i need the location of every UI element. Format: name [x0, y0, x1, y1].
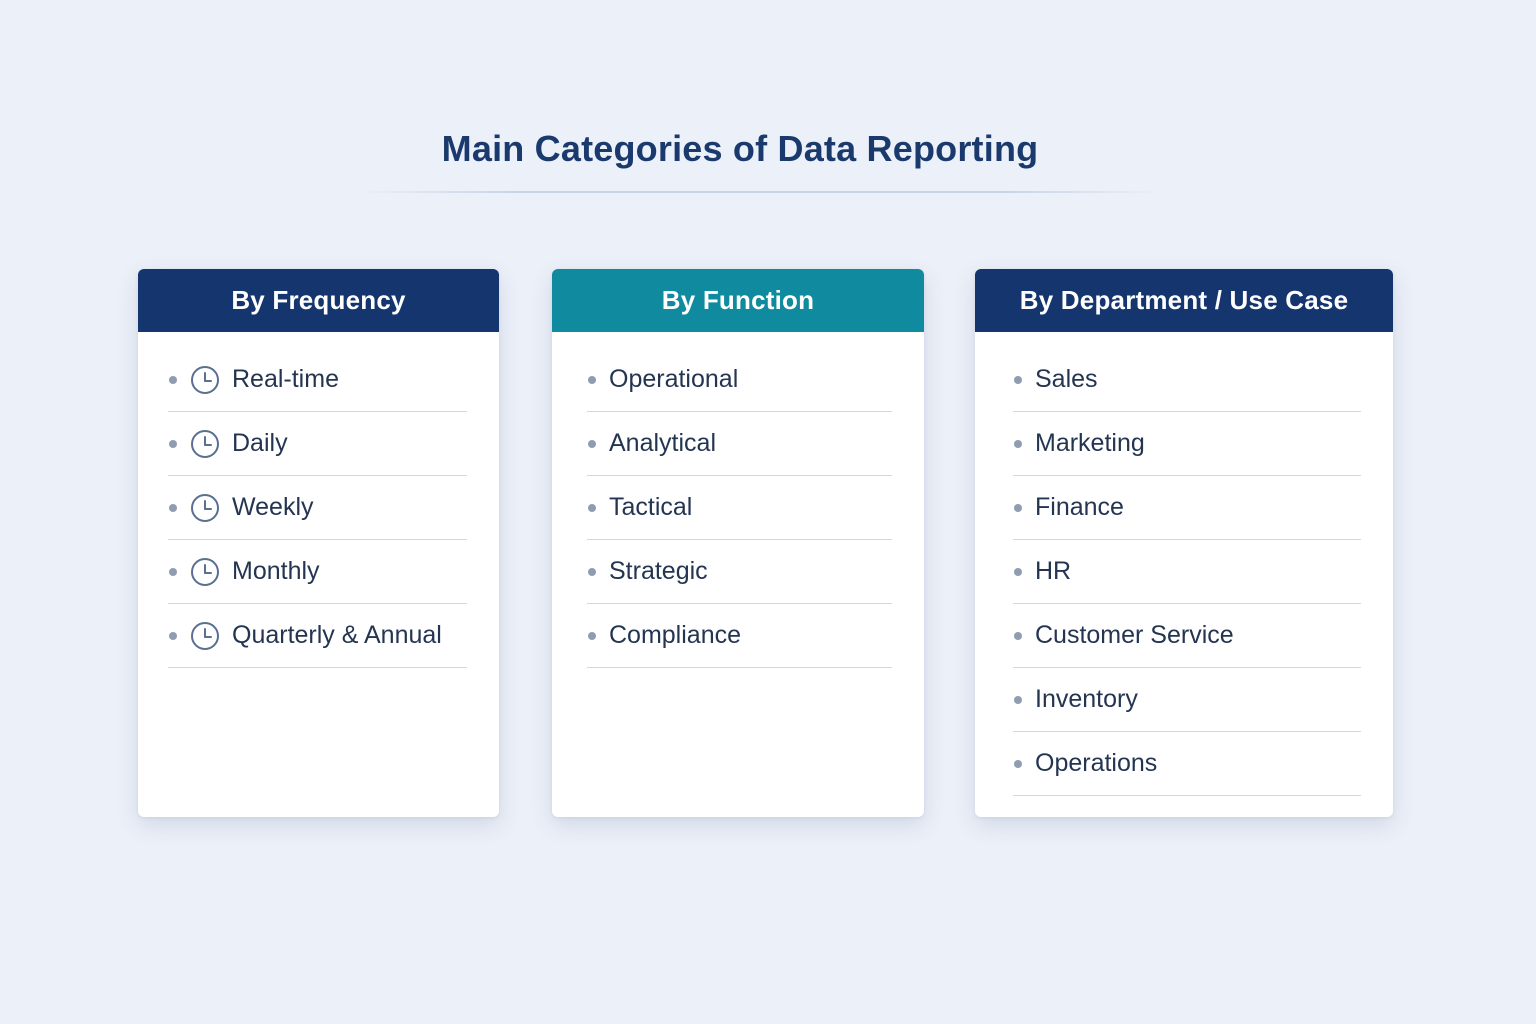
- function-list: Operational Analytical Tactical Strategic Co…: [552, 332, 924, 668]
- bullet-icon: [169, 375, 177, 384]
- card-header-department: By Department / Use Case: [975, 269, 1393, 332]
- list-item-label: Customer Service: [1035, 621, 1234, 649]
- list-item-label: Monthly: [232, 557, 320, 585]
- list-item-label: Compliance: [609, 621, 742, 649]
- card-by-frequency: By Frequency Real-time Daily Weekly Monthly…: [138, 269, 499, 817]
- list-item: Daily: [168, 412, 467, 476]
- bullet-icon: [1014, 503, 1022, 512]
- list-item-label: Operations: [1035, 749, 1158, 777]
- list-item-label: Tactical: [609, 493, 693, 521]
- bullet-icon: [169, 631, 177, 640]
- list-item: Customer Service: [1013, 604, 1361, 668]
- department-list: Sales Marketing Finance HR Customer Service I…: [975, 332, 1393, 796]
- bullet-icon: [1014, 759, 1022, 768]
- list-item-label: Real-time: [232, 365, 339, 393]
- bullet-icon: [169, 503, 177, 512]
- list-item: Quarterly & Annual: [168, 604, 467, 668]
- bullet-icon: [169, 567, 177, 576]
- bullet-icon: [1014, 631, 1022, 640]
- clock-icon: [191, 365, 219, 394]
- list-item: Strategic: [587, 540, 892, 604]
- page-title: Main Categories of Data Reporting: [441, 128, 1039, 169]
- card-header-frequency: By Frequency: [138, 269, 499, 332]
- bullet-icon: [588, 503, 596, 512]
- card-by-function: By Function Operational Analytical Tactica…: [552, 269, 924, 817]
- list-item-label: Sales: [1035, 365, 1098, 393]
- list-item-label: Daily: [232, 429, 288, 457]
- bullet-icon: [1014, 567, 1022, 576]
- list-item: Monthly: [168, 540, 467, 604]
- list-item: Analytical: [587, 412, 892, 476]
- bullet-icon: [588, 631, 596, 640]
- list-item: Real-time: [168, 348, 467, 412]
- list-item-label: HR: [1035, 557, 1072, 585]
- frequency-list: Real-time Daily Weekly Monthly Quarterly & A…: [138, 332, 499, 668]
- list-item: Tactical: [587, 476, 892, 540]
- list-item: Marketing: [1013, 412, 1361, 476]
- list-item-label: Inventory: [1035, 685, 1138, 713]
- list-item: Finance: [1013, 476, 1361, 540]
- list-item-label: Analytical: [609, 429, 716, 457]
- card-header-function: By Function: [552, 269, 924, 332]
- clock-icon: [191, 557, 219, 586]
- list-item-label: Weekly: [232, 493, 314, 521]
- bullet-icon: [588, 375, 596, 384]
- list-item: Sales: [1013, 348, 1361, 412]
- title-divider: [360, 191, 1160, 193]
- bullet-icon: [588, 567, 596, 576]
- list-item-label: Strategic: [609, 557, 708, 585]
- bullet-icon: [588, 439, 596, 448]
- list-item: Compliance: [587, 604, 892, 668]
- bullet-icon: [1014, 375, 1022, 384]
- bullet-icon: [1014, 695, 1022, 704]
- bullet-icon: [1014, 439, 1022, 448]
- list-item-label: Operational: [609, 365, 739, 393]
- card-by-department: By Department / Use Case Sales Marketing F…: [975, 269, 1393, 817]
- list-item: Weekly: [168, 476, 467, 540]
- bullet-icon: [169, 439, 177, 448]
- list-item: Operational: [587, 348, 892, 412]
- clock-icon: [191, 493, 219, 522]
- list-item-label: Finance: [1035, 493, 1124, 521]
- list-item: Operations: [1013, 732, 1361, 796]
- list-item-label: Marketing: [1035, 429, 1145, 457]
- list-item-label: Quarterly & Annual: [232, 621, 442, 649]
- clock-icon: [191, 429, 219, 458]
- clock-icon: [191, 621, 219, 650]
- list-item: HR: [1013, 540, 1361, 604]
- list-item: Inventory: [1013, 668, 1361, 732]
